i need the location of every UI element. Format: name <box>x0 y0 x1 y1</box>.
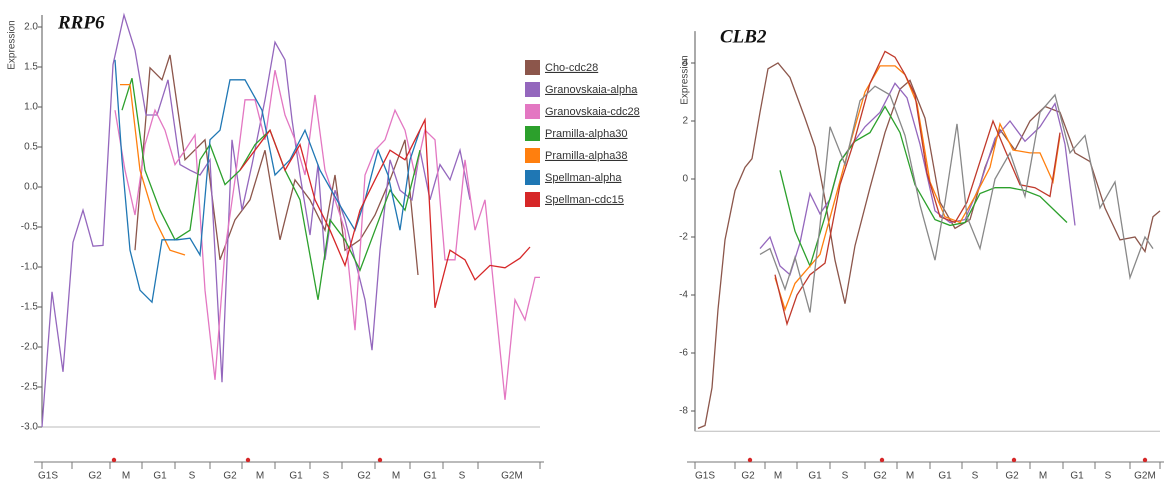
phase-label: G2M <box>1134 471 1156 482</box>
series-line <box>774 50 1061 327</box>
series-line <box>759 82 1076 276</box>
y-tick-label: 2 <box>682 116 688 127</box>
y-tick-label: -2.5 <box>21 382 39 393</box>
phase-label: G1S <box>695 471 715 482</box>
y-tick-label: -6 <box>679 348 688 359</box>
series-line <box>774 65 1061 312</box>
legend-swatch <box>525 82 540 97</box>
legend-item[interactable]: Granovskaia-cdc28 <box>525 104 640 119</box>
phase-label: G1 <box>1070 471 1084 482</box>
legend-swatch <box>525 126 540 141</box>
y-tick-label: -0.5 <box>21 222 39 233</box>
series-line <box>759 85 1154 313</box>
legend-item[interactable]: Granovskaia-alpha <box>525 82 638 97</box>
phase-label: G2 <box>357 471 371 482</box>
legend-item[interactable]: Spellman-alpha <box>525 170 622 185</box>
phase-marker <box>245 457 251 463</box>
legend-swatch <box>525 192 540 207</box>
phase-label: S <box>1105 471 1112 482</box>
phase-marker <box>111 457 117 463</box>
y-tick-label: 2.0 <box>24 22 38 33</box>
y-tick-label: -2.0 <box>21 342 39 353</box>
phase-label: G1 <box>808 471 822 482</box>
y-tick-label: 4 <box>682 58 688 69</box>
phase-label: G1 <box>153 471 167 482</box>
y-tick-label: -1.0 <box>21 262 39 273</box>
legend-item[interactable]: Cho-cdc28 <box>525 60 598 75</box>
phase-label: M <box>774 471 782 482</box>
series-line <box>114 59 421 304</box>
phase-label: S <box>842 471 849 482</box>
y-axis-label: Expression <box>7 20 18 69</box>
y-tick-label: -2 <box>679 232 688 243</box>
legend-swatch <box>525 170 540 185</box>
y-tick-label: -3.0 <box>21 422 39 433</box>
phase-label: G2 <box>88 471 102 482</box>
chart-title: CLB2 <box>720 26 767 47</box>
phase-label: G2M <box>501 471 523 482</box>
phase-label: G1 <box>289 471 303 482</box>
y-tick-label: -8 <box>679 406 688 417</box>
legend-item[interactable]: Spellman-cdc15 <box>525 192 624 207</box>
legend-text: Cho-cdc28 <box>545 62 598 74</box>
legend-swatch <box>525 104 540 119</box>
legend-item[interactable]: Pramilla-alpha38 <box>525 148 628 163</box>
phase-marker <box>879 457 885 463</box>
legend-text: Granovskaia-cdc28 <box>545 106 640 118</box>
series-line <box>121 78 421 300</box>
legend-swatch <box>525 148 540 163</box>
phase-label: M <box>1039 471 1047 482</box>
y-tick-label: -4 <box>679 290 688 301</box>
legend-text: Spellman-cdc15 <box>545 194 624 206</box>
phase-label: G1 <box>938 471 952 482</box>
phase-label: S <box>189 471 196 482</box>
phase-label: S <box>323 471 330 482</box>
y-tick-label: 0 <box>682 174 688 185</box>
phase-marker <box>747 457 753 463</box>
series-line <box>41 12 471 428</box>
legend-item[interactable]: Pramilla-alpha30 <box>525 126 628 141</box>
legend-text: Pramilla-alpha30 <box>545 128 628 140</box>
phase-label: M <box>906 471 914 482</box>
y-tick-label: -1.5 <box>21 302 39 313</box>
series-line <box>114 70 540 400</box>
y-tick-label: 0.0 <box>24 182 38 193</box>
phase-marker <box>1142 457 1148 463</box>
series-line <box>239 117 531 308</box>
phase-label: M <box>392 471 400 482</box>
phase-label: G1S <box>38 471 58 482</box>
phase-label: G2 <box>873 471 887 482</box>
phase-label: S <box>459 471 466 482</box>
phase-label: S <box>972 471 979 482</box>
y-axis-label: Expression <box>680 55 691 104</box>
series-line <box>697 62 1161 430</box>
legend-text: Spellman-alpha <box>545 172 622 184</box>
legend-text: Pramilla-alpha38 <box>545 150 628 162</box>
y-tick-label: 1.0 <box>24 102 38 113</box>
phase-marker <box>377 457 383 463</box>
y-tick-label: 0.5 <box>24 142 38 153</box>
phase-marker <box>1011 457 1017 463</box>
series-line <box>134 54 419 276</box>
series-line <box>120 83 186 256</box>
legend-swatch <box>525 60 540 75</box>
phase-label: G2 <box>1005 471 1019 482</box>
phase-label: G1 <box>423 471 437 482</box>
legend-text: Granovskaia-alpha <box>545 84 638 96</box>
phase-label: G2 <box>223 471 237 482</box>
y-tick-label: 1.5 <box>24 62 38 73</box>
phase-label: M <box>256 471 264 482</box>
phase-label: G2 <box>741 471 755 482</box>
chart-title: RRP6 <box>57 12 105 33</box>
phase-label: M <box>122 471 130 482</box>
